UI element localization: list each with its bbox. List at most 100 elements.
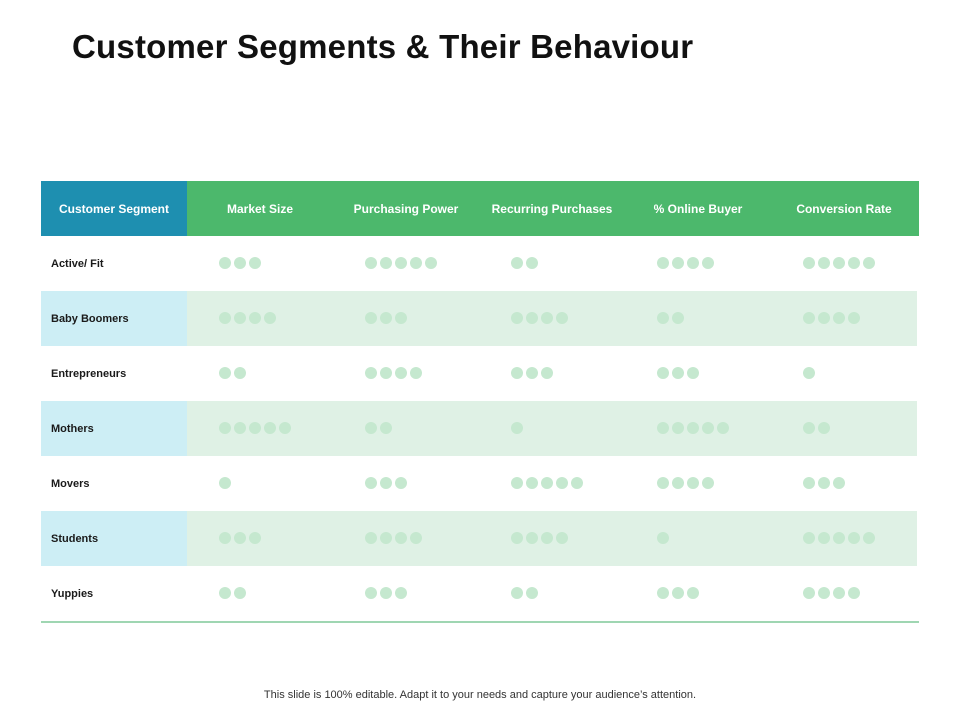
rating-dots xyxy=(365,476,407,489)
rating-dots xyxy=(365,366,422,379)
rating-cell xyxy=(479,291,625,346)
rating-dot-icon xyxy=(833,476,845,489)
header-conversion-rate: Conversion Rate xyxy=(796,201,892,216)
rating-dot-icon xyxy=(541,311,553,324)
rating-cell xyxy=(333,291,479,346)
rating-dot-icon xyxy=(803,421,815,434)
rating-dot-icon xyxy=(365,421,377,434)
segment-label: Yuppies xyxy=(51,587,94,600)
rating-dot-icon xyxy=(702,421,714,434)
rating-dot-icon xyxy=(848,586,860,599)
rating-dot-icon xyxy=(657,586,669,599)
rating-dot-icon xyxy=(657,366,669,379)
rating-dot-icon xyxy=(803,586,815,599)
rating-dot-icon xyxy=(541,476,553,489)
rating-dots xyxy=(803,256,875,269)
rating-dots xyxy=(803,421,830,434)
rating-dot-icon xyxy=(702,476,714,489)
rating-dot-icon xyxy=(657,476,669,489)
rating-dot-icon xyxy=(803,366,815,379)
rating-dot-icon xyxy=(249,256,261,269)
rating-dots xyxy=(511,586,538,599)
rating-dot-icon xyxy=(264,421,276,434)
rating-dot-icon xyxy=(672,586,684,599)
rating-dot-icon xyxy=(687,476,699,489)
rating-dots xyxy=(365,256,437,269)
rating-dot-icon xyxy=(380,366,392,379)
rating-dot-icon xyxy=(571,476,583,489)
rating-dot-icon xyxy=(425,256,437,269)
rating-cell xyxy=(187,346,333,401)
rating-cell xyxy=(187,291,333,346)
segment-label: Mothers xyxy=(41,401,187,456)
rating-cell xyxy=(625,236,771,291)
header-customer-segment: Customer Segment xyxy=(41,181,187,236)
rating-cell xyxy=(479,456,625,511)
rating-dots xyxy=(365,531,422,544)
rating-cell xyxy=(625,456,771,511)
rating-dots xyxy=(803,366,815,379)
rating-dot-icon xyxy=(380,531,392,544)
rating-dot-icon xyxy=(234,531,246,544)
rating-dot-icon xyxy=(672,476,684,489)
rating-cell xyxy=(625,291,771,346)
rating-dots xyxy=(511,366,553,379)
rating-dot-icon xyxy=(365,311,377,324)
rating-dot-icon xyxy=(395,531,407,544)
segment-label: Students xyxy=(41,511,187,566)
rating-dots xyxy=(657,586,699,599)
rating-dots xyxy=(365,586,407,599)
header-online-buyer: % Online Buyer xyxy=(653,201,743,216)
rating-cell xyxy=(479,566,625,621)
rating-dot-icon xyxy=(818,256,830,269)
rating-dot-icon xyxy=(526,476,538,489)
rating-dot-icon xyxy=(687,421,699,434)
rating-cell xyxy=(333,566,479,621)
rating-dot-icon xyxy=(526,531,538,544)
rating-dot-icon xyxy=(672,256,684,269)
rating-dot-icon xyxy=(672,311,684,324)
rating-dot-icon xyxy=(717,421,729,434)
table-row: Students xyxy=(41,511,919,566)
rating-dots xyxy=(657,476,714,489)
rating-dot-icon xyxy=(833,586,845,599)
rating-dot-icon xyxy=(803,256,815,269)
segment-label: Baby Boomers xyxy=(41,291,187,346)
rating-dots xyxy=(219,586,246,599)
rating-dot-icon xyxy=(818,421,830,434)
rating-dot-icon xyxy=(219,531,231,544)
rating-cell xyxy=(771,456,917,511)
rating-dot-icon xyxy=(365,366,377,379)
rating-dot-icon xyxy=(848,311,860,324)
rating-dot-icon xyxy=(219,476,231,489)
rating-dot-icon xyxy=(380,256,392,269)
rating-cell xyxy=(187,456,333,511)
rating-dot-icon xyxy=(702,256,714,269)
rating-dot-icon xyxy=(279,421,291,434)
rating-dot-icon xyxy=(219,256,231,269)
rating-dot-icon xyxy=(672,421,684,434)
rating-dots xyxy=(511,531,568,544)
rating-cell xyxy=(333,346,479,401)
rating-cell xyxy=(771,401,917,456)
rating-dot-icon xyxy=(249,311,261,324)
rating-dot-icon xyxy=(234,311,246,324)
rating-cell xyxy=(187,566,333,621)
rating-dot-icon xyxy=(511,586,523,599)
rating-dot-icon xyxy=(526,366,538,379)
rating-cell xyxy=(333,236,479,291)
rating-dots xyxy=(657,366,699,379)
rating-cell xyxy=(771,236,917,291)
rating-dot-icon xyxy=(818,476,830,489)
rating-dots xyxy=(219,531,261,544)
table-row: Active/ Fit xyxy=(41,236,919,291)
rating-dot-icon xyxy=(526,256,538,269)
rating-dot-icon xyxy=(803,531,815,544)
rating-dot-icon xyxy=(511,256,523,269)
rating-dot-icon xyxy=(511,421,523,434)
rating-cell xyxy=(771,566,917,621)
rating-dot-icon xyxy=(264,311,276,324)
rating-dot-icon xyxy=(526,311,538,324)
rating-dot-icon xyxy=(395,476,407,489)
segment-label: Movers xyxy=(51,477,90,490)
